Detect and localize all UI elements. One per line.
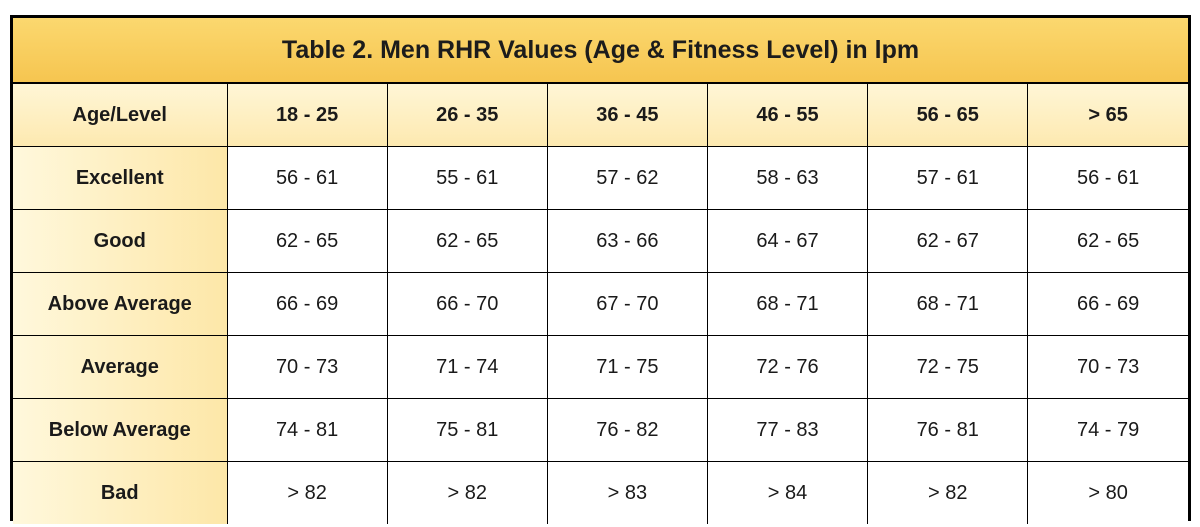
row-label: Above Average [13, 272, 228, 336]
table-cell: 72 - 76 [706, 335, 869, 399]
rhr-table-container: Table 2. Men RHR Values (Age & Fitness L… [10, 15, 1191, 524]
table-cell: 74 - 81 [226, 398, 388, 462]
table-cell: 63 - 66 [546, 209, 708, 273]
table-cell: 64 - 67 [706, 209, 869, 273]
table-row: Excellent 56 - 61 55 - 61 57 - 62 58 - 6… [13, 146, 1188, 210]
row-label: Excellent [13, 146, 228, 210]
table-cell: 75 - 81 [386, 398, 548, 462]
table-cell: 57 - 61 [867, 146, 1029, 210]
table-row: Good 62 - 65 62 - 65 63 - 66 64 - 67 62 … [13, 209, 1188, 273]
table-cell: 66 - 69 [226, 272, 388, 336]
table-cell: > 82 [226, 461, 388, 524]
table-row: Bad > 82 > 82 > 83 > 84 > 82 > 80 [13, 461, 1188, 524]
table-cell: 56 - 61 [226, 146, 388, 210]
row-label: Average [13, 335, 228, 399]
table-cell: 74 - 79 [1027, 398, 1188, 462]
table-row: Above Average 66 - 69 66 - 70 67 - 70 68… [13, 272, 1188, 336]
table-row: Below Average 74 - 81 75 - 81 76 - 82 77… [13, 398, 1188, 462]
table-cell: 67 - 70 [546, 272, 708, 336]
table-cell: 76 - 81 [867, 398, 1029, 462]
table-cell: > 84 [706, 461, 869, 524]
table-title: Table 2. Men RHR Values (Age & Fitness L… [13, 18, 1188, 84]
table-cell: 68 - 71 [867, 272, 1029, 336]
table-cell: 62 - 67 [867, 209, 1029, 273]
header-cell-46-55: 46 - 55 [706, 84, 869, 147]
table-cell: 56 - 61 [1027, 146, 1188, 210]
row-label: Below Average [13, 398, 228, 462]
table-cell: > 82 [386, 461, 548, 524]
table-cell: 72 - 75 [867, 335, 1029, 399]
table-cell: 66 - 70 [386, 272, 548, 336]
table-cell: 66 - 69 [1027, 272, 1188, 336]
table-cell: > 80 [1027, 461, 1188, 524]
row-label: Good [13, 209, 228, 273]
header-cell-56-65: 56 - 65 [867, 84, 1029, 147]
table-cell: 62 - 65 [226, 209, 388, 273]
header-cell-over-65: > 65 [1027, 84, 1188, 147]
header-cell-26-35: 26 - 35 [386, 84, 548, 147]
header-row: Age/Level 18 - 25 26 - 35 36 - 45 46 - 5… [13, 84, 1188, 147]
header-cell-18-25: 18 - 25 [226, 84, 388, 147]
table-cell: 62 - 65 [386, 209, 548, 273]
header-cell-age-level: Age/Level [13, 84, 228, 147]
table-cell: 71 - 74 [386, 335, 548, 399]
table-cell: 70 - 73 [226, 335, 388, 399]
table-cell: 57 - 62 [546, 146, 708, 210]
table-cell: 71 - 75 [546, 335, 708, 399]
table-cell: 68 - 71 [706, 272, 869, 336]
table-cell: 62 - 65 [1027, 209, 1188, 273]
rhr-table: Age/Level 18 - 25 26 - 35 36 - 45 46 - 5… [13, 84, 1188, 524]
table-cell: 70 - 73 [1027, 335, 1188, 399]
table-cell: 55 - 61 [386, 146, 548, 210]
table-cell: 76 - 82 [546, 398, 708, 462]
header-cell-36-45: 36 - 45 [546, 84, 708, 147]
table-cell: > 82 [867, 461, 1029, 524]
table-cell: > 83 [546, 461, 708, 524]
table-cell: 77 - 83 [706, 398, 869, 462]
table-cell: 58 - 63 [706, 146, 869, 210]
row-label: Bad [13, 461, 228, 524]
table-row: Average 70 - 73 71 - 74 71 - 75 72 - 76 … [13, 335, 1188, 399]
